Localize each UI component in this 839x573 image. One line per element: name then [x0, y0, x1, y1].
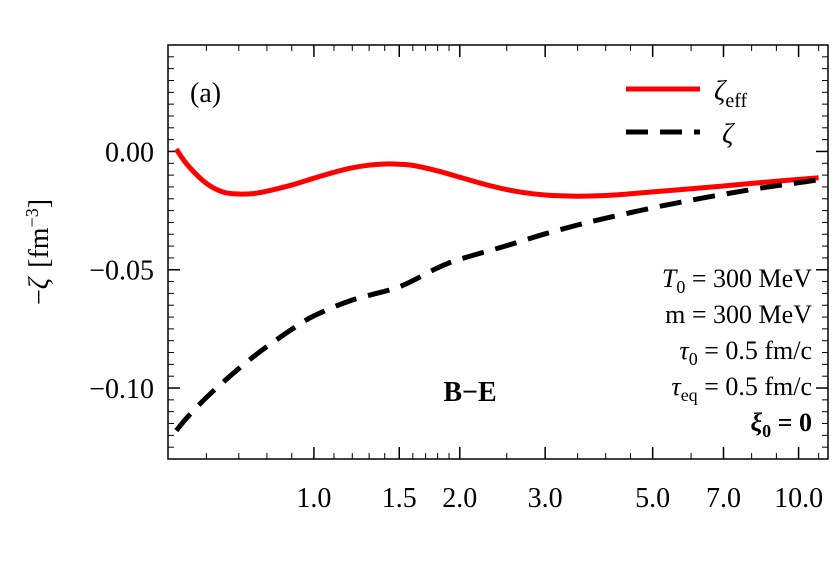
y-axis-ticks: 0.00 −0.05 −0.10 [89, 44, 828, 460]
y-tick-label: −0.10 [89, 374, 154, 405]
y-axis-label-unit-close: ] [24, 199, 55, 208]
legend-label-zeta-eff: ζeff [714, 76, 748, 112]
parameter-line: τeq = 0.5 fm/c [671, 372, 812, 405]
parameter-box: T0 = 300 MeV m = 300 MeV τ0 = 0.5 fm/cτeq … [662, 264, 812, 441]
y-axis-label-prefix: − [24, 289, 55, 305]
parameter-line: ξ0 = 0 [750, 408, 812, 441]
y-axis-label-unit-exp: −3 [22, 208, 42, 227]
x-tick-label: 5.0 [635, 483, 670, 514]
y-tick-label: 0.00 [105, 137, 154, 168]
legend: ζeff ζ [626, 76, 748, 150]
x-tick-label: 2.0 [442, 483, 477, 514]
x-tick-label: 1.0 [296, 483, 331, 514]
y-tick-label: −0.05 [89, 256, 154, 287]
parameter-line: T0 = 300 MeV [662, 264, 812, 297]
parameter-line: m = 300 MeV [665, 300, 812, 329]
series-group [174, 147, 819, 433]
x-tick-label: 10.0 [774, 483, 823, 514]
x-axis-ticks: 1.0 1.5 2.0 3.0 5.0 7.0 10.0 [205, 45, 823, 514]
x-tick-label: 3.0 [528, 483, 563, 514]
x-tick-label: 7.0 [706, 483, 741, 514]
series-line-zeta [174, 177, 819, 433]
panel-label: (a) [190, 78, 221, 109]
y-axis-label: −ζ [fm−3] [22, 199, 55, 305]
y-axis-label-symbol: ζ [24, 276, 55, 289]
series-line-zeta-eff [174, 147, 819, 199]
y-axis-label-unit-open: [fm [24, 227, 55, 268]
parameter-line: τ0 = 0.5 fm/c [679, 336, 812, 369]
x-tick-label: 1.5 [382, 483, 417, 514]
legend-label-zeta: ζ [722, 119, 735, 150]
annotation-be: B−E [443, 377, 496, 408]
plot-frame [167, 44, 829, 460]
